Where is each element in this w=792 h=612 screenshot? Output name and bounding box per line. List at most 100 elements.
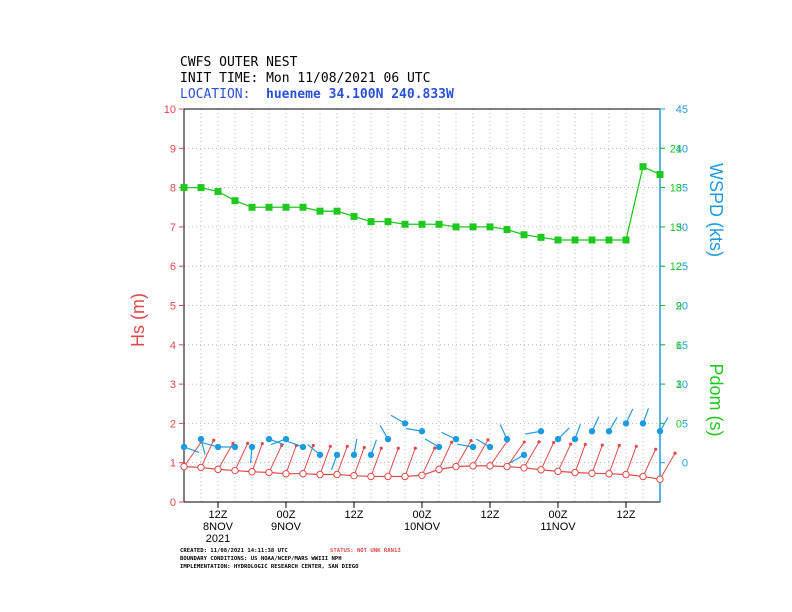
period-tick-label: 21 (670, 143, 682, 155)
time-tick-day: 8NOV (203, 521, 234, 533)
wspd-tick-label: 10 (676, 379, 688, 391)
location-value: hueneme 34.100N 240.833W (266, 87, 454, 102)
wind-point (622, 420, 630, 427)
wind-point (418, 428, 426, 435)
hs-direction-arrow (455, 440, 472, 467)
hs-arrow-head (345, 444, 349, 448)
period-point (588, 236, 596, 244)
period-point (418, 220, 426, 228)
period-point (435, 220, 443, 228)
period-point (367, 218, 375, 226)
hs-point (486, 462, 494, 470)
wspd-series (180, 408, 669, 471)
hs-direction-arrow (285, 445, 297, 474)
period-point (299, 203, 307, 211)
hs-arrow-head (673, 451, 677, 455)
hs-arrow-head (212, 438, 216, 442)
wind-point (656, 428, 664, 435)
hs-point (469, 462, 477, 470)
period-point (469, 223, 477, 231)
period-point (401, 220, 409, 228)
hs-point (605, 470, 613, 478)
wind-point (248, 443, 256, 451)
wind-point (588, 428, 596, 435)
hs-direction-arrow (540, 442, 555, 470)
footer-status: STATUS: NOT UNK RAN13 (330, 548, 401, 554)
hs-direction-arrow (268, 445, 283, 473)
hs-direction-arrow (489, 440, 508, 467)
footer-boundary: BOUNDARY CONDITIONS: US NOAA/NCEP/MARS W… (180, 556, 342, 562)
wspd-tick-label: 45 (676, 104, 688, 116)
hs-point (503, 462, 511, 471)
hs-direction-arrow (302, 445, 314, 474)
wind-point (605, 428, 613, 435)
hs-direction-arrow (319, 446, 331, 475)
time-tick-year: 2021 (206, 533, 230, 545)
hs-arrow-head (260, 441, 264, 446)
hs-direction-arrow (659, 452, 676, 480)
hs-point (537, 466, 545, 474)
period-point (316, 207, 324, 215)
hs-direction-arrow (574, 444, 586, 473)
wind-point (520, 451, 528, 459)
hs-arrow-head (634, 444, 638, 448)
period-point (622, 236, 630, 244)
hs-point (639, 472, 647, 481)
wind-point (214, 443, 222, 451)
period-tick-label: 18 (670, 183, 682, 195)
chart-title: CWFS OUTER NEST (180, 55, 298, 70)
hs-arrow-head (600, 443, 604, 447)
period-tick-label: 9 (676, 301, 682, 313)
wind-point (537, 428, 545, 435)
hs-point (248, 468, 256, 476)
wind-point (571, 435, 579, 443)
wspd-axis-label: WSPD (kts) (706, 163, 726, 257)
period-point (639, 163, 647, 171)
period-tick-label: 15 (670, 222, 682, 234)
time-tick-label: 12Z (209, 509, 228, 521)
wind-point (503, 435, 511, 443)
period-point (248, 203, 256, 211)
footer-implementation: IMPLEMENTATION: HYDROLOGIC RESEARCH CENT… (180, 564, 359, 570)
period-point (333, 207, 341, 215)
period-point (503, 226, 511, 234)
hs-direction-arrow (625, 446, 637, 475)
period-tick-label: 0 (676, 418, 682, 430)
hs-point (214, 465, 222, 474)
hs-axis-label: Hs (m) (128, 293, 148, 347)
hs-arrow-head (617, 443, 621, 448)
hs-point (265, 468, 273, 477)
hs-arrow-head (654, 447, 658, 451)
period-point (605, 236, 613, 244)
wind-point (367, 451, 375, 459)
hs-arrow-head (569, 442, 573, 446)
hs-direction-arrow (523, 441, 540, 469)
hs-arrow-head (469, 439, 473, 443)
wind-point (350, 451, 358, 459)
grid (184, 109, 660, 502)
wspd-tick-label: 35 (676, 183, 688, 195)
period-point (656, 171, 664, 178)
period-tick-label: 12 (670, 261, 682, 273)
hs-arrow-head (328, 444, 332, 448)
hs-arrow-head (486, 438, 490, 442)
hs-point (588, 469, 596, 478)
wspd-tick-label: 30 (676, 222, 688, 234)
time-tick-label: 12Z (481, 509, 500, 521)
hs-direction-arrow (642, 449, 657, 477)
hs-direction-arrow (370, 448, 382, 477)
hs-point (197, 463, 205, 472)
hs-direction-arrow (234, 443, 249, 471)
hs-point (333, 470, 341, 479)
time-tick-day: 9NOV (271, 521, 302, 533)
hs-direction-arrow (421, 447, 436, 476)
period-point (537, 233, 545, 241)
hs-arrow-head (413, 446, 417, 450)
hs-point (282, 470, 290, 478)
hs-point (622, 470, 630, 479)
hs-direction-arrow (183, 441, 202, 467)
period-point (214, 188, 222, 196)
hs-series (180, 438, 677, 483)
init-time: INIT TIME: Mon 11/08/2021 06 UTC (180, 71, 430, 86)
